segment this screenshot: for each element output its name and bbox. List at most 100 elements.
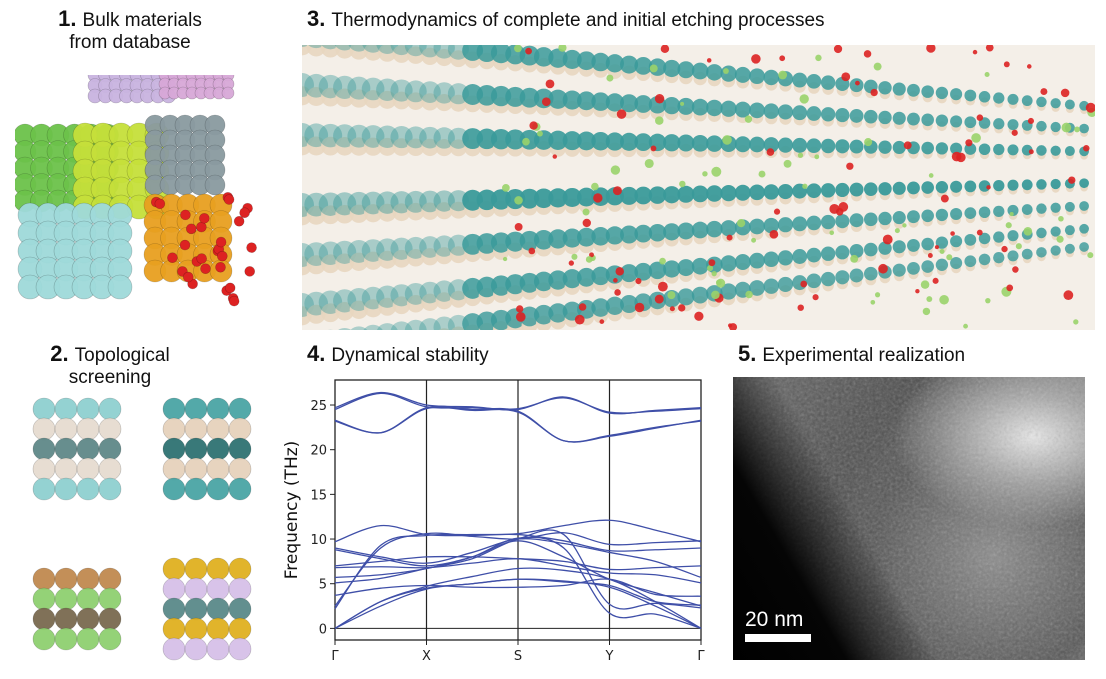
atom bbox=[1083, 145, 1089, 151]
atom bbox=[878, 264, 888, 274]
atom bbox=[821, 247, 835, 261]
atom bbox=[216, 237, 226, 247]
atom bbox=[1079, 201, 1089, 211]
x-tick-label: X bbox=[422, 649, 431, 664]
atom bbox=[749, 219, 765, 235]
atom bbox=[915, 289, 919, 293]
atom bbox=[807, 248, 822, 263]
atom bbox=[55, 568, 77, 590]
atom bbox=[1051, 98, 1061, 108]
atom bbox=[163, 398, 185, 420]
atom bbox=[807, 183, 822, 198]
etching-process-illustration bbox=[302, 45, 1095, 330]
atom bbox=[907, 84, 920, 97]
atom bbox=[764, 252, 779, 267]
atom bbox=[907, 182, 920, 195]
atom bbox=[807, 106, 822, 121]
atom bbox=[864, 110, 878, 124]
atom bbox=[247, 243, 257, 253]
atom bbox=[964, 255, 976, 267]
atom bbox=[77, 628, 99, 650]
atom bbox=[821, 215, 835, 229]
atom bbox=[720, 185, 736, 201]
atom bbox=[751, 238, 756, 243]
atom bbox=[245, 266, 255, 276]
atom bbox=[778, 138, 793, 153]
atom bbox=[950, 235, 962, 247]
atom bbox=[993, 180, 1004, 191]
atom bbox=[950, 208, 962, 220]
atom bbox=[225, 283, 235, 293]
atom bbox=[807, 74, 822, 89]
atom bbox=[33, 438, 55, 460]
atom bbox=[907, 210, 920, 223]
atom bbox=[936, 181, 948, 193]
title-line: from database bbox=[69, 32, 190, 53]
atom bbox=[702, 171, 707, 176]
atom bbox=[229, 558, 251, 580]
atom bbox=[778, 217, 793, 232]
atom bbox=[985, 298, 990, 303]
atom bbox=[706, 64, 722, 80]
atom bbox=[735, 67, 751, 83]
atom bbox=[525, 48, 532, 55]
atom bbox=[99, 438, 121, 460]
atom bbox=[207, 558, 229, 580]
atom bbox=[207, 398, 229, 420]
atom bbox=[706, 221, 722, 237]
atom bbox=[875, 292, 880, 297]
atom bbox=[207, 418, 229, 440]
atom bbox=[778, 104, 793, 119]
atom bbox=[217, 251, 227, 261]
atom bbox=[167, 253, 177, 263]
atom bbox=[778, 71, 787, 80]
atom bbox=[180, 210, 190, 220]
atom bbox=[1065, 146, 1075, 156]
atom bbox=[99, 568, 121, 590]
atom bbox=[224, 195, 234, 205]
atom bbox=[1016, 243, 1022, 249]
atom bbox=[893, 112, 906, 125]
atom bbox=[821, 183, 835, 197]
atom bbox=[55, 418, 77, 440]
atom bbox=[964, 90, 976, 102]
atom bbox=[1036, 203, 1047, 214]
atom bbox=[759, 171, 766, 178]
atom bbox=[807, 274, 822, 289]
atom bbox=[936, 209, 948, 221]
atom bbox=[834, 45, 842, 53]
atom bbox=[711, 167, 721, 177]
atom bbox=[163, 458, 185, 480]
atom bbox=[749, 102, 765, 118]
atom bbox=[864, 182, 878, 196]
atom bbox=[55, 588, 77, 610]
atom bbox=[185, 438, 207, 460]
atom bbox=[1061, 89, 1070, 98]
atom bbox=[163, 558, 185, 580]
atom bbox=[921, 280, 929, 288]
atom bbox=[727, 235, 733, 241]
atom bbox=[692, 258, 709, 275]
atom bbox=[921, 209, 934, 222]
bulk-materials-illustration bbox=[15, 75, 265, 315]
atom bbox=[1051, 226, 1061, 236]
atom bbox=[185, 558, 207, 580]
atom bbox=[907, 262, 920, 275]
y-tick-label: 20 bbox=[310, 444, 327, 459]
atom bbox=[55, 438, 77, 460]
atom bbox=[1029, 149, 1034, 154]
atom bbox=[692, 135, 709, 152]
atom bbox=[846, 163, 853, 170]
atom bbox=[764, 70, 779, 85]
panel-1-title: 1. Bulk materials from database bbox=[10, 8, 250, 54]
title-line: screening bbox=[69, 367, 151, 388]
atom bbox=[185, 418, 207, 440]
atom bbox=[1012, 266, 1018, 272]
panel-number: 3. bbox=[307, 6, 325, 31]
atom bbox=[163, 438, 185, 460]
atom bbox=[229, 478, 251, 500]
atom bbox=[979, 143, 991, 155]
atom bbox=[99, 458, 121, 480]
atom bbox=[185, 618, 207, 640]
atom bbox=[735, 136, 751, 152]
